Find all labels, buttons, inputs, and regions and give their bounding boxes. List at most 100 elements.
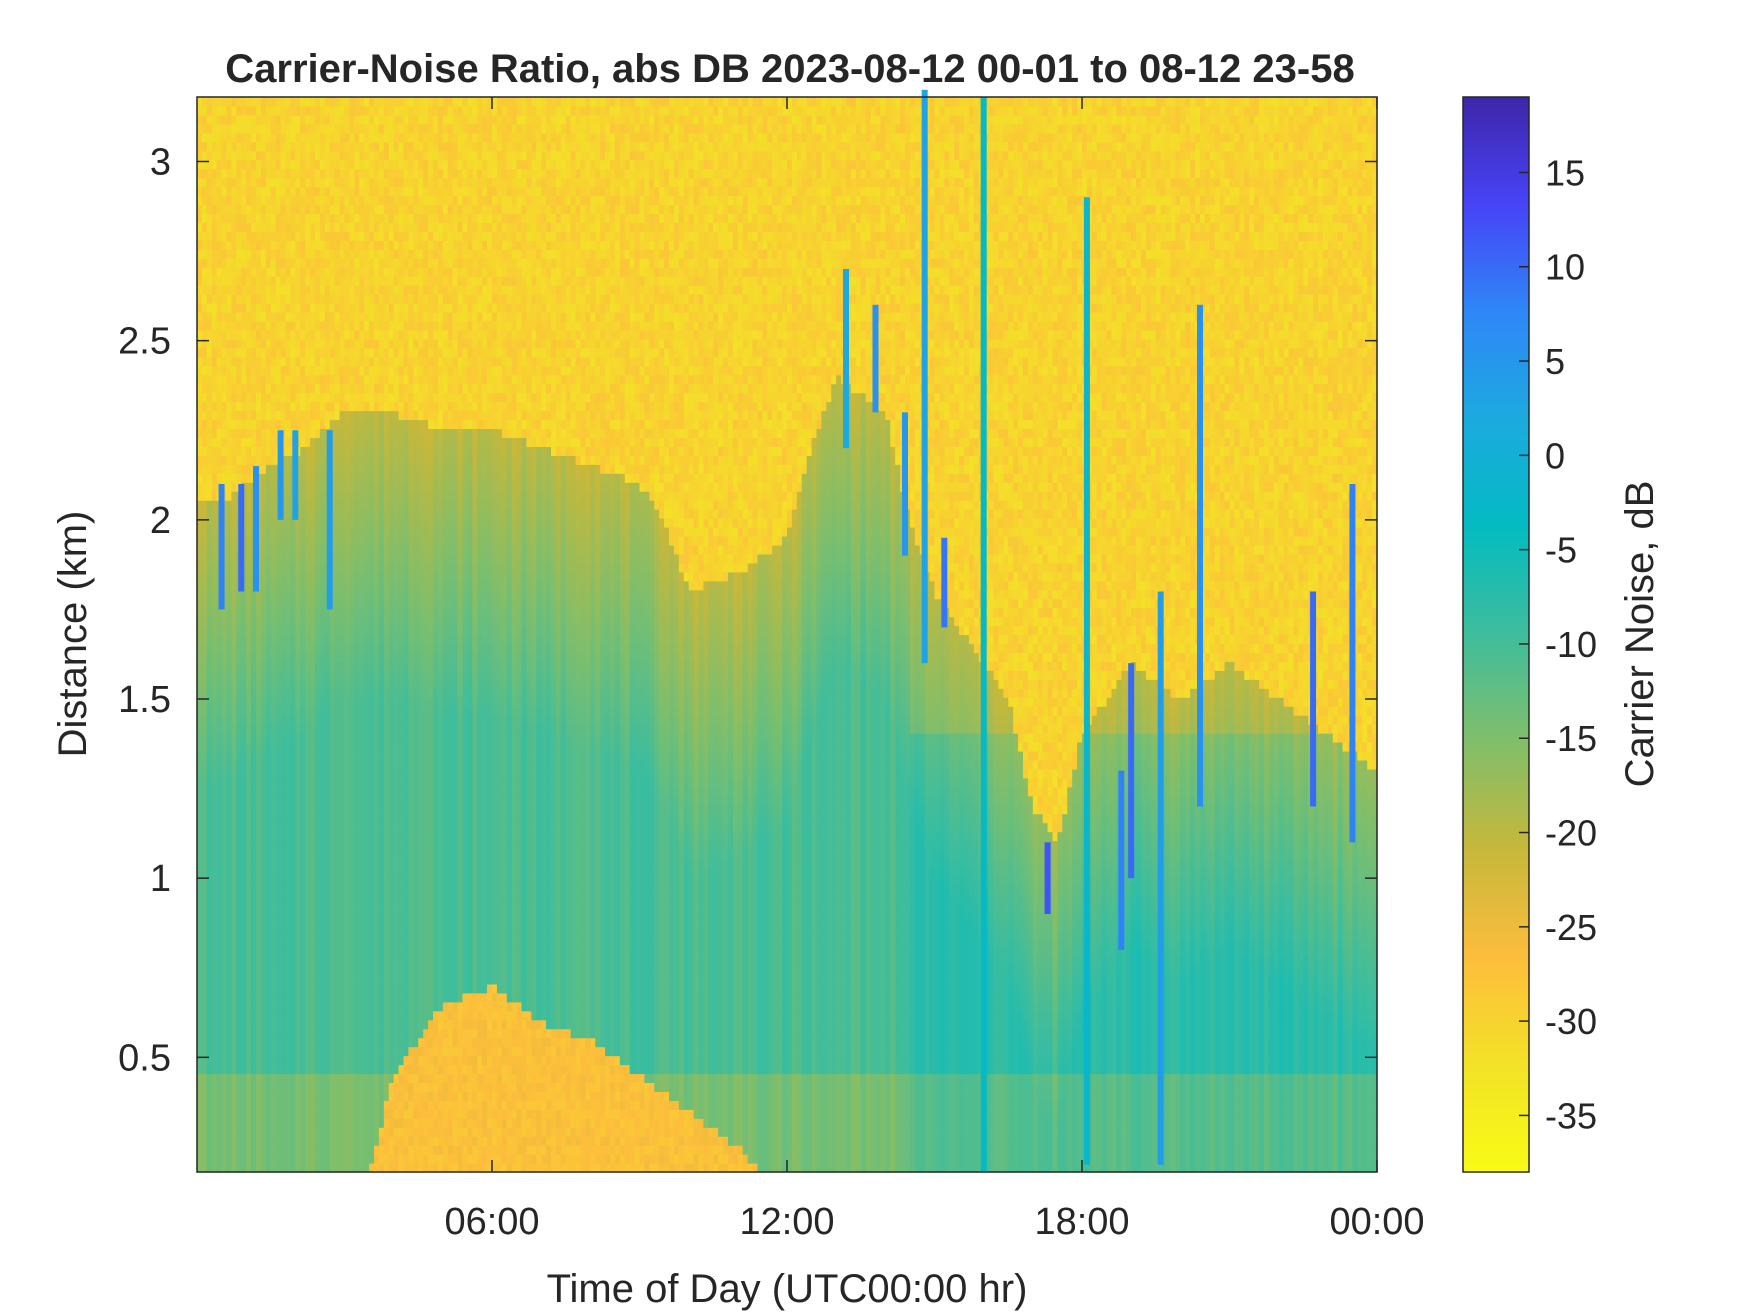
heatmap-cell <box>374 222 380 232</box>
heatmap-cell <box>394 778 400 788</box>
heatmap-cell <box>276 187 282 197</box>
heatmap-cell <box>384 1154 390 1164</box>
heatmap-cell <box>251 437 257 447</box>
heatmap-cell <box>364 411 370 421</box>
heatmap-cell <box>389 545 395 555</box>
heatmap-cell <box>364 1100 370 1110</box>
heatmap-cell <box>300 375 306 385</box>
heatmap-cell <box>300 894 306 904</box>
heatmap-cell <box>345 697 351 707</box>
heatmap-cell <box>236 760 242 770</box>
heatmap-cell <box>340 930 346 940</box>
heatmap-cell <box>359 222 365 232</box>
heatmap-cell <box>369 222 375 232</box>
heatmap-cell <box>217 1020 223 1030</box>
heatmap-cell <box>217 205 223 215</box>
heatmap-cell <box>207 142 213 152</box>
heatmap-cell <box>315 635 321 645</box>
heatmap-cell <box>349 688 355 698</box>
heatmap-cell <box>256 1082 262 1092</box>
heatmap-cell <box>374 420 380 430</box>
heatmap-cell <box>349 841 355 851</box>
heatmap-cell <box>286 213 292 223</box>
heatmap-cell <box>394 420 400 430</box>
heatmap-cell <box>222 106 228 116</box>
heatmap-cell <box>295 805 301 815</box>
heatmap-cell <box>349 97 355 107</box>
heatmap-cell <box>315 321 321 331</box>
heatmap-cell <box>271 993 277 1003</box>
heatmap-cell <box>261 787 267 797</box>
heatmap-cell <box>261 231 267 241</box>
heatmap-cell <box>271 1002 277 1012</box>
heatmap-cell <box>251 1091 257 1101</box>
heatmap-cell <box>354 733 360 743</box>
heatmap-cell <box>315 491 321 501</box>
heatmap-cell <box>222 1154 228 1164</box>
heatmap-cell <box>354 1163 360 1173</box>
heatmap-cell <box>231 1091 237 1101</box>
heatmap-cell <box>281 527 287 537</box>
heatmap-cell <box>300 133 306 143</box>
heatmap-cell <box>256 1011 262 1021</box>
heatmap-cell <box>340 276 346 286</box>
heatmap-cell <box>246 679 252 689</box>
heatmap-cell <box>389 106 395 116</box>
heatmap-cell <box>349 267 355 277</box>
heatmap-cell <box>394 213 400 223</box>
heatmap-cell <box>345 205 351 215</box>
heatmap-cell <box>212 903 218 913</box>
heatmap-cell <box>197 563 203 573</box>
heatmap-cell <box>325 294 331 304</box>
heatmap-cell <box>231 858 237 868</box>
heatmap-cell <box>374 858 380 868</box>
heatmap-cell <box>236 1118 242 1128</box>
heatmap-cell <box>256 778 262 788</box>
heatmap-cell <box>349 1127 355 1137</box>
heatmap-cell <box>202 661 208 671</box>
heatmap-cell <box>227 527 233 537</box>
heatmap-cell <box>394 527 400 537</box>
heatmap-cell <box>330 688 336 698</box>
heatmap-cell <box>207 850 213 860</box>
heatmap-cell <box>394 411 400 421</box>
heatmap-cell <box>364 581 370 591</box>
heatmap-cell <box>354 885 360 895</box>
heatmap-cell <box>231 420 237 430</box>
heatmap-cell <box>359 1127 365 1137</box>
heatmap-cell <box>340 948 346 958</box>
heatmap-cell <box>207 393 213 403</box>
heatmap-cell <box>222 742 228 752</box>
heatmap-cell <box>241 1091 247 1101</box>
heatmap-cell <box>354 1082 360 1092</box>
heatmap-cell <box>281 294 287 304</box>
heatmap-cell <box>320 796 326 806</box>
heatmap-cell <box>369 1100 375 1110</box>
heatmap-cell <box>276 805 282 815</box>
heatmap-cell <box>369 393 375 403</box>
heatmap-cell <box>266 1029 272 1039</box>
heatmap-cell <box>369 518 375 528</box>
heatmap-cell <box>315 1029 321 1039</box>
heatmap-cell <box>320 1091 326 1101</box>
heatmap-cell <box>389 115 395 125</box>
heatmap-cell <box>399 563 405 573</box>
heatmap-cell <box>266 357 272 367</box>
heatmap-cell <box>325 1029 331 1039</box>
heatmap-cell <box>359 393 365 403</box>
heatmap-cell <box>236 205 242 215</box>
heatmap-cell <box>202 545 208 555</box>
heatmap-cell <box>256 751 262 761</box>
heatmap-cell <box>222 231 228 241</box>
heatmap-cell <box>315 563 321 573</box>
heatmap-cell <box>197 850 203 860</box>
heatmap-cell <box>227 491 233 501</box>
heatmap-cell <box>286 464 292 474</box>
heatmap-cell <box>281 249 287 259</box>
heatmap-cell <box>227 312 233 322</box>
heatmap-cell <box>315 805 321 815</box>
heatmap-cell <box>335 267 341 277</box>
heatmap-cell <box>241 1029 247 1039</box>
heatmap-cell <box>207 446 213 456</box>
heatmap-cell <box>305 249 311 259</box>
